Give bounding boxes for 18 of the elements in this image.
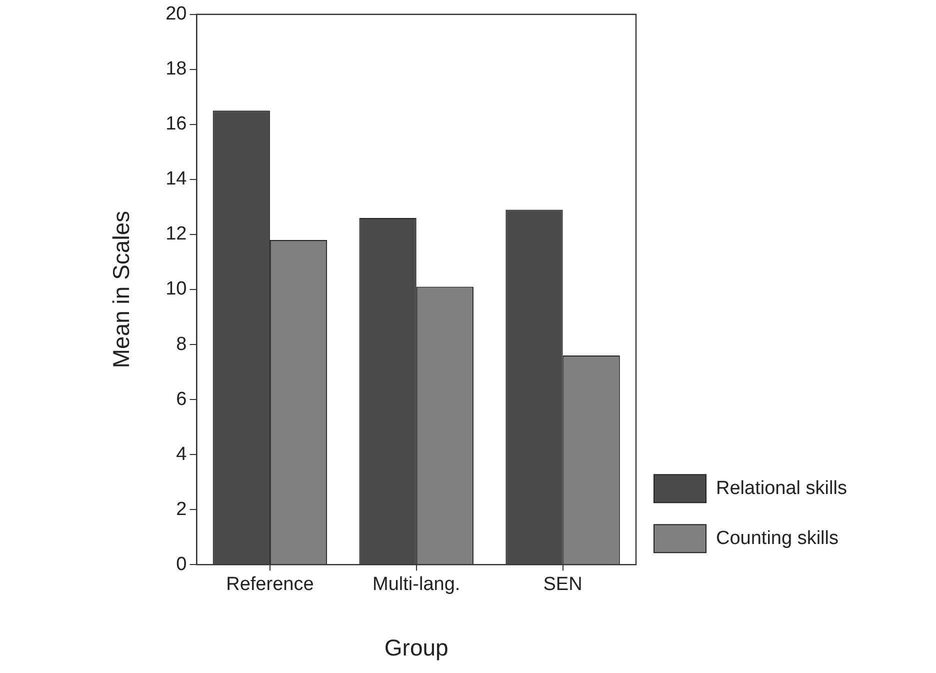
x-tick-label: SEN [543, 574, 582, 596]
legend-label: Relational skills [716, 478, 847, 499]
y-tick-label: 18 [166, 58, 187, 80]
y-tick-label: 16 [166, 114, 187, 135]
y-tick-label: 8 [176, 334, 187, 355]
x-tick-label: Multi-lang. [372, 574, 460, 596]
y-tick-label: 2 [176, 498, 187, 520]
x-tick-label: Reference [226, 574, 314, 596]
y-tick-label: 0 [176, 554, 187, 575]
y-tick-label: 12 [166, 224, 187, 245]
y-tick-label: 20 [166, 4, 187, 25]
y-tick-label: 4 [176, 444, 188, 465]
legend-label: Counting skills [716, 528, 838, 549]
y-tick-label: 6 [176, 388, 187, 410]
y-tick-label: 10 [166, 278, 187, 300]
x-axis-title: Group [384, 634, 448, 661]
y-axis-title: Mean in Scales [108, 210, 134, 368]
y-tick-label: 14 [166, 168, 188, 190]
